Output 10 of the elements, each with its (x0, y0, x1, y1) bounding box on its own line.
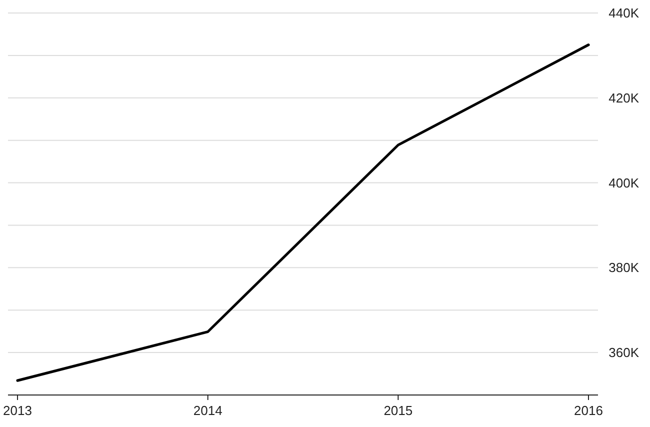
x-tick-label: 2016 (574, 403, 603, 418)
y-tick-label: 420K (608, 90, 640, 106)
y-tick-label: 380K (608, 260, 640, 276)
x-tick-label: 2014 (193, 403, 222, 418)
x-tick-label: 2015 (384, 403, 413, 418)
line-series (16, 44, 590, 382)
y-tick-label: 440K (608, 6, 640, 21)
y-tick-label: 360K (608, 345, 640, 360)
x-tick-label: 2013 (3, 403, 32, 418)
y-tick-label: 400K (608, 175, 640, 190)
